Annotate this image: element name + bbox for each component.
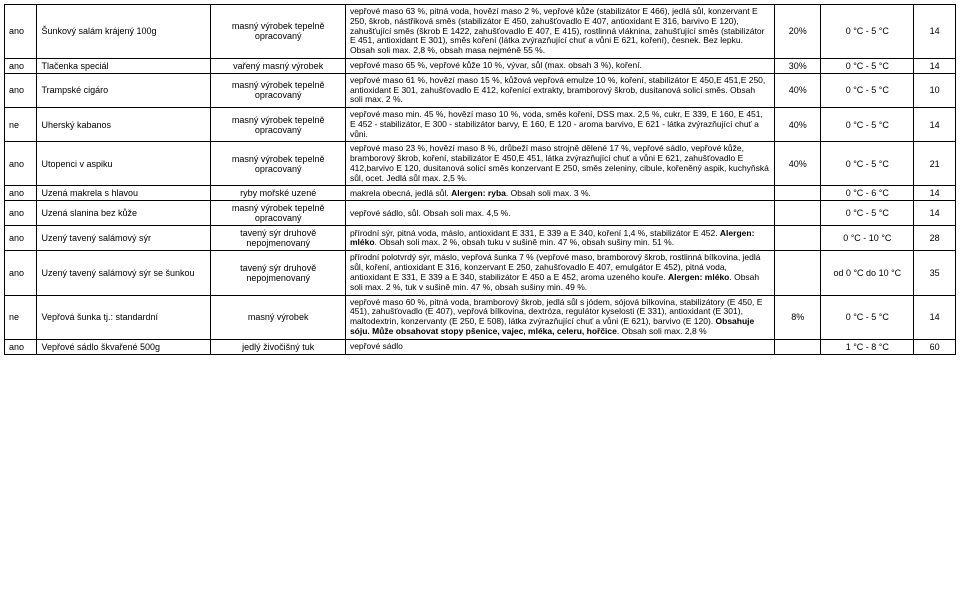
cell-c1: ano [5,201,37,226]
cell-c6: 0 °C - 5 °C [821,58,914,73]
table-row: anoVepřové sádlo škvařené 500gjedlý živo… [5,339,956,354]
cell-c1: ne [5,295,37,339]
cell-c3: vařený masný výrobek [211,58,346,73]
cell-c1: ano [5,73,37,107]
cell-c4: přírodní polotvrdý sýr, máslo, vepřová š… [345,251,774,295]
cell-c5: 20% [775,5,821,59]
cell-c2: Uzená makrela s hlavou [37,186,211,201]
cell-c5 [775,201,821,226]
cell-c2: Šunkový salám krájený 100g [37,5,211,59]
cell-c1: ne [5,108,37,142]
table-row: neVepřová šunka tj.: standardnímasný výr… [5,295,956,339]
cell-c5 [775,339,821,354]
cell-c2: Uzená slanina bez kůže [37,201,211,226]
product-table: anoŠunkový salám krájený 100gmasný výrob… [4,4,956,355]
cell-c6: 0 °C - 5 °C [821,108,914,142]
cell-c2: Tlačenka speciál [37,58,211,73]
cell-c7: 21 [914,142,956,186]
cell-c7: 28 [914,226,956,251]
cell-c4: vepřové maso min. 45 %, hovězí maso 10 %… [345,108,774,142]
cell-c1: ano [5,58,37,73]
cell-c3: masný výrobek tepelně opracovaný [211,201,346,226]
cell-c2: Utopenci v aspiku [37,142,211,186]
cell-c7: 35 [914,251,956,295]
cell-c6: 0 °C - 10 °C [821,226,914,251]
cell-c4: vepřové sádlo [345,339,774,354]
cell-c5: 30% [775,58,821,73]
table-row: anoUzená makrela s hlavouryby mořské uze… [5,186,956,201]
cell-c5: 8% [775,295,821,339]
cell-c2: Uzený tavený salámový sýr se šunkou [37,251,211,295]
cell-c6: 0 °C - 5 °C [821,5,914,59]
cell-c4: makrela obecná, jedlá sůl. Alergen: ryba… [345,186,774,201]
cell-c4: vepřové maso 65 %, vepřové kůže 10 %, vý… [345,58,774,73]
cell-c7: 14 [914,201,956,226]
cell-c7: 14 [914,108,956,142]
cell-c1: ano [5,142,37,186]
cell-c4: vepřové sádlo, sůl. Obsah soli max. 4,5 … [345,201,774,226]
cell-c4: vepřové maso 63 %, pitná voda, hovězí ma… [345,5,774,59]
cell-c6: 0 °C - 5 °C [821,142,914,186]
cell-c7: 10 [914,73,956,107]
table-row: anoUzený tavený salámový sýr se šunkouta… [5,251,956,295]
cell-c5: 40% [775,108,821,142]
cell-c5: 40% [775,73,821,107]
cell-c3: masný výrobek tepelně opracovaný [211,142,346,186]
table-row: anoTlačenka speciálvařený masný výrobekv… [5,58,956,73]
table-row: anoTrampské cigáromasný výrobek tepelně … [5,73,956,107]
cell-c5 [775,226,821,251]
cell-c6: 0 °C - 5 °C [821,73,914,107]
cell-c1: ano [5,339,37,354]
cell-c1: ano [5,186,37,201]
cell-c7: 60 [914,339,956,354]
cell-c5 [775,251,821,295]
cell-c4: přírodní sýr, pitná voda, máslo, antioxi… [345,226,774,251]
cell-c6: 0 °C - 5 °C [821,295,914,339]
cell-c6: od 0 °C do 10 °C [821,251,914,295]
cell-c2: Vepřová šunka tj.: standardní [37,295,211,339]
cell-c2: Trampské cigáro [37,73,211,107]
cell-c2: Uherský kabanos [37,108,211,142]
cell-c6: 0 °C - 5 °C [821,201,914,226]
table-row: anoŠunkový salám krájený 100gmasný výrob… [5,5,956,59]
table-row: neUherský kabanosmasný výrobek tepelně o… [5,108,956,142]
cell-c4: vepřové maso 60 %, pitná voda, bramborov… [345,295,774,339]
cell-c6: 1 °C - 8 °C [821,339,914,354]
cell-c1: ano [5,251,37,295]
table-row: anoUzený tavený salámový sýrtavený sýr d… [5,226,956,251]
cell-c7: 14 [914,5,956,59]
cell-c1: ano [5,226,37,251]
cell-c7: 14 [914,186,956,201]
cell-c7: 14 [914,295,956,339]
table-row: anoUtopenci v aspikumasný výrobek tepeln… [5,142,956,186]
cell-c2: Uzený tavený salámový sýr [37,226,211,251]
cell-c7: 14 [914,58,956,73]
cell-c2: Vepřové sádlo škvařené 500g [37,339,211,354]
table-row: anoUzená slanina bez kůžemasný výrobek t… [5,201,956,226]
cell-c3: tavený sýr druhově nepojmenovaný [211,226,346,251]
cell-c1: ano [5,5,37,59]
cell-c3: masný výrobek [211,295,346,339]
cell-c6: 0 °C - 6 °C [821,186,914,201]
cell-c3: ryby mořské uzené [211,186,346,201]
cell-c3: tavený sýr druhově nepojmenovaný [211,251,346,295]
cell-c3: masný výrobek tepelně opracovaný [211,108,346,142]
cell-c5: 40% [775,142,821,186]
cell-c5 [775,186,821,201]
cell-c3: jedlý živočišný tuk [211,339,346,354]
cell-c4: vepřové maso 23 %, hovězí maso 8 %, drůb… [345,142,774,186]
cell-c3: masný výrobek tepelně opracovaný [211,5,346,59]
cell-c4: vepřové maso 61 %, hovězí maso 15 %, kůž… [345,73,774,107]
cell-c3: masný výrobek tepelně opracovaný [211,73,346,107]
